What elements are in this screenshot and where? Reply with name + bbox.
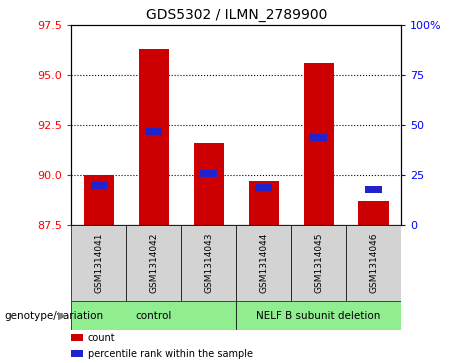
Bar <box>236 225 291 301</box>
Bar <box>248 181 279 225</box>
Bar <box>146 128 162 135</box>
Bar <box>291 225 346 301</box>
Text: GSM1314044: GSM1314044 <box>259 233 268 293</box>
Bar <box>181 225 236 301</box>
Text: GSM1314042: GSM1314042 <box>149 233 159 293</box>
Bar <box>359 201 389 225</box>
Bar <box>255 184 272 191</box>
Bar <box>303 64 334 225</box>
Bar <box>71 301 236 330</box>
Text: GSM1314043: GSM1314043 <box>204 233 213 293</box>
Bar <box>91 182 107 189</box>
Bar <box>194 143 224 225</box>
Text: GSM1314046: GSM1314046 <box>369 233 378 293</box>
Text: genotype/variation: genotype/variation <box>5 311 104 321</box>
Bar <box>365 185 382 193</box>
Bar <box>71 350 83 358</box>
Title: GDS5302 / ILMN_2789900: GDS5302 / ILMN_2789900 <box>146 8 327 22</box>
Text: control: control <box>136 311 172 321</box>
Text: GSM1314045: GSM1314045 <box>314 233 323 293</box>
Text: GSM1314041: GSM1314041 <box>95 233 103 293</box>
Bar <box>236 301 401 330</box>
Bar <box>201 170 217 177</box>
Text: percentile rank within the sample: percentile rank within the sample <box>88 349 253 359</box>
Bar <box>346 225 401 301</box>
Text: NELF B subunit deletion: NELF B subunit deletion <box>256 311 381 321</box>
Bar <box>126 225 181 301</box>
Text: count: count <box>88 333 116 343</box>
Bar <box>310 134 327 141</box>
Bar <box>139 49 169 225</box>
Bar <box>71 225 126 301</box>
Bar <box>71 334 83 341</box>
Bar <box>84 175 114 225</box>
Text: ▶: ▶ <box>59 311 67 321</box>
